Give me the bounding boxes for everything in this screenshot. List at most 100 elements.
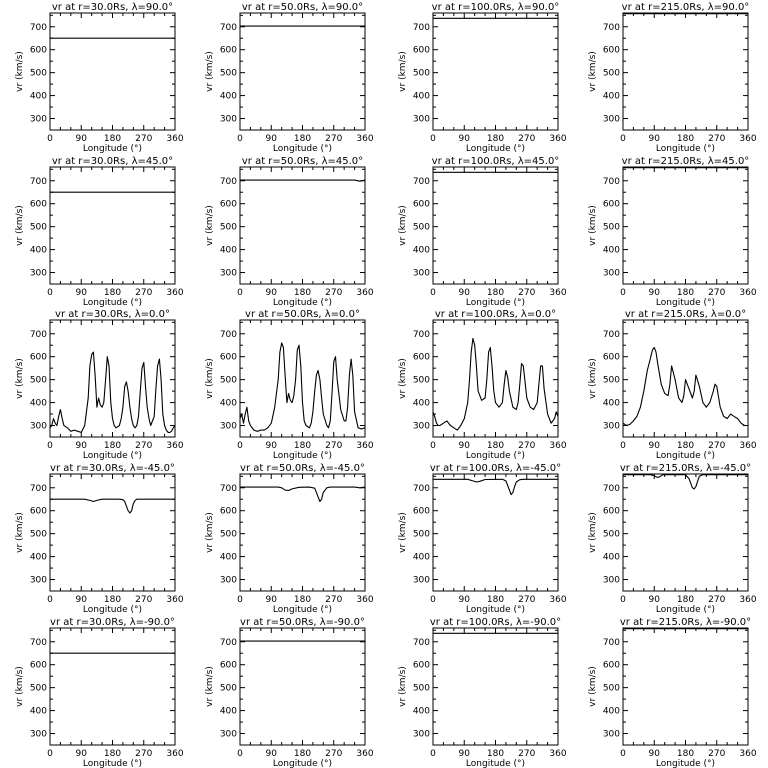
chart-panel: vr at r=50.0Rs, λ=-45.0° 0 90 180 270 360 300 4… <box>205 463 374 615</box>
chart-panel: vr at r=30.0Rs, λ=0.0° 0 90 180 270 360 300 400… <box>15 309 184 461</box>
y-tick-label: 700 <box>413 638 430 648</box>
y-tick-label: 500 <box>220 530 237 540</box>
x-tick-label: 180 <box>487 749 504 759</box>
y-tick-label: 600 <box>603 46 620 56</box>
y-axis-label: vr (km/s) <box>588 512 598 553</box>
plot-frame <box>432 473 559 592</box>
x-tick-label: 0 <box>237 288 243 298</box>
y-tick-label: 600 <box>30 46 47 56</box>
x-tick-label: 0 <box>237 749 243 759</box>
x-tick-label: 270 <box>135 595 152 605</box>
x-tick-label: 0 <box>620 288 626 298</box>
y-tick-label: 600 <box>413 353 430 363</box>
y-tick-label: 700 <box>30 330 47 340</box>
y-tick-label: 400 <box>603 246 620 256</box>
x-tick-label: 360 <box>356 441 373 451</box>
x-tick-label: 180 <box>294 749 311 759</box>
chart-panel: vr at r=30.0Rs, λ=-45.0° 0 90 180 270 360 300 4… <box>15 463 184 615</box>
y-tick-label: 300 <box>413 115 430 125</box>
y-tick-label: 500 <box>413 69 430 79</box>
y-axis-label: vr (km/s) <box>398 51 408 92</box>
x-tick-label: 180 <box>677 595 694 605</box>
y-axis-label: vr (km/s) <box>205 512 215 553</box>
chart-panel: vr at r=50.0Rs, λ=-90.0° 0 90 180 270 360 300 4… <box>205 617 374 768</box>
x-tick-label: 360 <box>356 749 373 759</box>
x-axis-label: Longitude (°) <box>83 451 142 461</box>
x-tick-label: 0 <box>47 288 53 298</box>
y-tick-label: 700 <box>220 177 237 187</box>
x-tick-label: 180 <box>487 441 504 451</box>
y-tick-label: 700 <box>603 638 620 648</box>
panel-title: vr at r=30.0Rs, λ=45.0° <box>52 156 173 167</box>
y-axis-label: vr (km/s) <box>398 205 408 246</box>
y-axis-label: vr (km/s) <box>15 51 25 92</box>
x-tick-label: 270 <box>325 749 342 759</box>
y-axis-label: vr (km/s) <box>398 666 408 707</box>
x-axis-label: Longitude (°) <box>466 605 525 615</box>
y-tick-label: 400 <box>220 707 237 717</box>
x-axis-label: Longitude (°) <box>273 605 332 615</box>
y-tick-label: 500 <box>30 376 47 386</box>
y-tick-label: 500 <box>603 684 620 694</box>
y-tick-label: 600 <box>413 661 430 671</box>
x-tick-label: 0 <box>237 441 243 451</box>
y-axis-label: vr (km/s) <box>398 358 408 399</box>
x-tick-label: 90 <box>649 749 661 759</box>
y-tick-label: 600 <box>220 507 237 517</box>
y-tick-label: 600 <box>30 661 47 671</box>
panel-title: vr at r=100.0Rs, λ=-90.0° <box>430 617 561 628</box>
y-tick-label: 400 <box>30 246 47 256</box>
x-tick-label: 90 <box>459 441 471 451</box>
x-tick-label: 90 <box>76 134 88 144</box>
x-tick-label: 180 <box>294 595 311 605</box>
x-tick-label: 90 <box>76 288 88 298</box>
y-tick-label: 600 <box>603 507 620 517</box>
x-axis-label: Longitude (°) <box>83 759 142 768</box>
y-tick-label: 500 <box>220 223 237 233</box>
x-axis-label: Longitude (°) <box>466 451 525 461</box>
x-tick-label: 0 <box>430 749 436 759</box>
y-tick-label: 300 <box>603 422 620 432</box>
x-tick-label: 360 <box>739 134 756 144</box>
x-tick-label: 90 <box>459 595 471 605</box>
x-tick-label: 90 <box>266 441 278 451</box>
y-tick-label: 300 <box>30 730 47 740</box>
x-tick-label: 360 <box>739 288 756 298</box>
y-tick-label: 500 <box>30 530 47 540</box>
y-tick-label: 600 <box>30 507 47 517</box>
plot-frame <box>622 473 749 592</box>
y-tick-label: 500 <box>30 69 47 79</box>
x-tick-label: 360 <box>549 134 566 144</box>
x-tick-label: 360 <box>356 595 373 605</box>
x-tick-label: 180 <box>294 134 311 144</box>
x-tick-label: 0 <box>47 134 53 144</box>
x-tick-label: 180 <box>487 595 504 605</box>
x-tick-label: 90 <box>76 595 88 605</box>
chart-panel: vr at r=100.0Rs, λ=-90.0° 0 90 180 270 360 300… <box>398 617 567 768</box>
x-tick-label: 360 <box>166 288 183 298</box>
x-tick-label: 360 <box>739 749 756 759</box>
x-tick-label: 0 <box>47 749 53 759</box>
y-tick-label: 700 <box>220 330 237 340</box>
y-tick-label: 500 <box>413 376 430 386</box>
plot-frame <box>622 319 749 438</box>
x-tick-label: 90 <box>266 134 278 144</box>
x-tick-label: 180 <box>677 134 694 144</box>
x-tick-label: 90 <box>459 749 471 759</box>
x-axis-label: Longitude (°) <box>273 144 332 154</box>
y-tick-label: 600 <box>30 200 47 210</box>
y-tick-label: 400 <box>30 92 47 102</box>
plot-frame <box>49 473 176 592</box>
x-tick-label: 0 <box>620 595 626 605</box>
y-tick-label: 300 <box>220 576 237 586</box>
y-tick-label: 300 <box>603 115 620 125</box>
x-tick-label: 360 <box>549 749 566 759</box>
y-tick-label: 300 <box>220 115 237 125</box>
y-tick-label: 500 <box>603 69 620 79</box>
x-axis-label: Longitude (°) <box>273 759 332 768</box>
y-tick-label: 700 <box>30 638 47 648</box>
y-tick-label: 600 <box>413 200 430 210</box>
y-tick-label: 500 <box>413 684 430 694</box>
panel-title: vr at r=215.0Rs, λ=45.0° <box>622 156 750 167</box>
x-tick-label: 90 <box>649 595 661 605</box>
